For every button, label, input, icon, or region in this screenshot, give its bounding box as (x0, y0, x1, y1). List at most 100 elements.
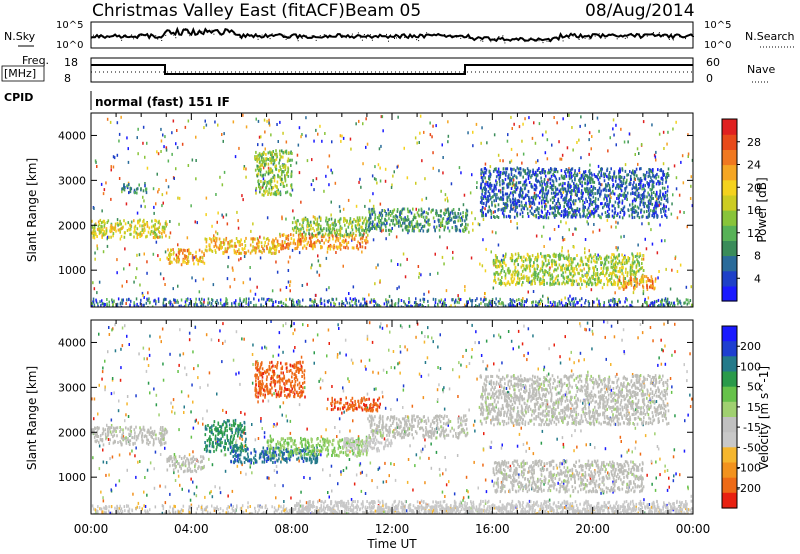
speckle-cell (672, 193, 674, 197)
nsky-point (640, 36, 642, 38)
nsky-point (608, 33, 610, 35)
speckle-cell (633, 273, 635, 277)
data-cell (620, 180, 623, 184)
speckle-cell (173, 177, 175, 180)
data-cell (280, 149, 283, 153)
near-range-cell (556, 302, 559, 306)
data-cell (540, 199, 543, 203)
data-cell (262, 183, 264, 187)
data-cell (378, 214, 380, 218)
nsky-point (676, 34, 678, 35)
data-cell (587, 206, 590, 210)
data-cell (505, 252, 507, 256)
data-cell (287, 246, 290, 250)
speckle-cell (521, 139, 523, 143)
near-range-cell (214, 300, 217, 304)
data-cell (366, 228, 369, 232)
speckle-cell (418, 272, 421, 276)
data-cell (176, 258, 178, 262)
speckle-cell (597, 253, 599, 257)
speckle-cell (155, 240, 158, 244)
data-cell (280, 171, 283, 175)
near-range-cell (370, 298, 373, 302)
data-cell (485, 196, 487, 200)
data-cell (359, 241, 361, 245)
near-range-cell (111, 298, 113, 302)
near-range-cell (563, 304, 566, 307)
speckle-cell (379, 279, 381, 283)
near-range-cell (500, 302, 502, 306)
data-cell (573, 182, 575, 185)
near-range-cell (655, 299, 658, 303)
data-cell (303, 218, 305, 222)
near-range-cell (310, 304, 313, 307)
data-cell (512, 200, 515, 204)
data-cell (585, 190, 587, 194)
data-cell (611, 178, 614, 182)
data-cell (653, 209, 655, 213)
speckle-cell (609, 136, 611, 140)
data-cell (374, 217, 376, 221)
data-cell (152, 236, 155, 239)
speckle-cell (687, 133, 689, 137)
near-range-cell (312, 300, 315, 304)
speckle-cell (136, 211, 139, 215)
data-cell (570, 206, 572, 210)
speckle-cell (198, 290, 201, 294)
data-cell (517, 252, 520, 256)
near-range-cell (518, 298, 520, 301)
data-cell (428, 218, 430, 222)
data-cell (272, 238, 274, 242)
data-cell (433, 225, 435, 229)
data-cell (667, 207, 670, 211)
data-cell (265, 162, 267, 166)
speckle-cell (232, 268, 234, 272)
speckle-cell (388, 232, 391, 236)
data-cell (521, 188, 523, 192)
data-cell (528, 181, 531, 184)
data-cell (107, 219, 110, 223)
speckle-cell (341, 134, 343, 138)
data-cell (564, 182, 566, 186)
near-range-cell (580, 303, 583, 307)
speckle-cell (364, 204, 366, 208)
data-cell (333, 243, 335, 247)
data-cell (535, 172, 537, 176)
speckle-cell (640, 143, 643, 146)
data-cell (139, 224, 141, 228)
near-range-cell (565, 302, 567, 305)
near-range-cell (223, 302, 226, 306)
data-cell (512, 207, 514, 211)
data-cell (495, 179, 497, 183)
data-cell (495, 199, 497, 202)
data-cell (418, 208, 420, 212)
speckle-cell (542, 225, 545, 229)
nsky-point (674, 34, 676, 36)
data-cell (292, 233, 295, 237)
data-cell (109, 226, 112, 230)
data-cell (635, 198, 637, 202)
near-range-cell (397, 305, 400, 307)
near-range-cell (362, 297, 364, 301)
data-cell (580, 279, 582, 283)
data-cell (488, 175, 490, 179)
data-cell (167, 257, 170, 261)
speckle-cell (399, 263, 402, 267)
data-cell (240, 238, 242, 242)
data-cell (334, 224, 336, 228)
nsky-point (504, 42, 506, 44)
data-cell (618, 171, 620, 175)
speckle-cell (100, 182, 103, 186)
speckle-cell (186, 236, 189, 240)
data-cell (347, 241, 350, 244)
speckle-cell (616, 301, 619, 305)
data-cell (282, 184, 285, 188)
near-range-cell (146, 297, 148, 301)
near-range-cell (585, 299, 587, 302)
data-cell (578, 264, 580, 268)
data-cell (598, 186, 601, 190)
near-range-cell (531, 304, 534, 307)
data-cell (662, 192, 664, 196)
data-cell (610, 280, 612, 284)
data-cell (355, 219, 358, 223)
